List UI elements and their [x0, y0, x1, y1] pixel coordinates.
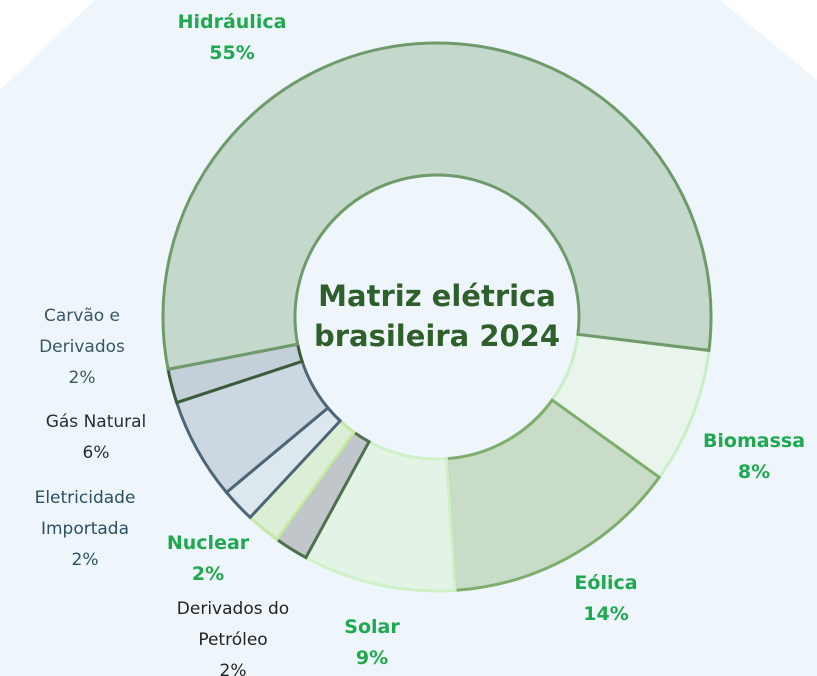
slice-label: Hidráulica 55% [152, 7, 312, 69]
category-label: Derivados do Petróleo [176, 599, 290, 650]
slice-label: Nuclear 2% [148, 528, 268, 590]
value-label: 2% [71, 550, 99, 570]
category-label: Hidráulica [177, 11, 287, 33]
slice-label: Gás Natural 6% [21, 407, 171, 469]
value-label: 6% [82, 443, 110, 463]
value-label: 14% [583, 603, 629, 625]
value-label: 55% [209, 42, 255, 64]
slice-label: Eólica 14% [546, 568, 666, 630]
slice [444, 397, 662, 592]
slice [161, 41, 713, 372]
category-label: Eletricidade Importada [34, 488, 136, 539]
category-label: Carvão e Derivados [39, 306, 125, 357]
category-label: Gás Natural [45, 412, 147, 432]
category-label: Solar [344, 616, 400, 638]
value-label: 9% [355, 647, 389, 669]
value-label: 2% [191, 563, 225, 585]
chart-title: Matriz elétrica brasileira 2024 [313, 279, 561, 353]
value-label: 2% [219, 661, 247, 676]
value-label: 2% [68, 368, 96, 388]
slice-label: Eletricidade Importada 2% [0, 483, 170, 576]
slice-label: Biomassa 8% [694, 426, 814, 488]
category-label: Nuclear [166, 532, 250, 554]
slice-label: Solar 9% [312, 612, 432, 674]
value-label: 8% [737, 461, 771, 483]
slice-label: Carvão e Derivados 2% [17, 301, 147, 394]
category-label: Biomassa [702, 430, 806, 452]
slice-label: Derivados do Petróleo 2% [148, 594, 318, 676]
category-label: Eólica [574, 572, 638, 594]
